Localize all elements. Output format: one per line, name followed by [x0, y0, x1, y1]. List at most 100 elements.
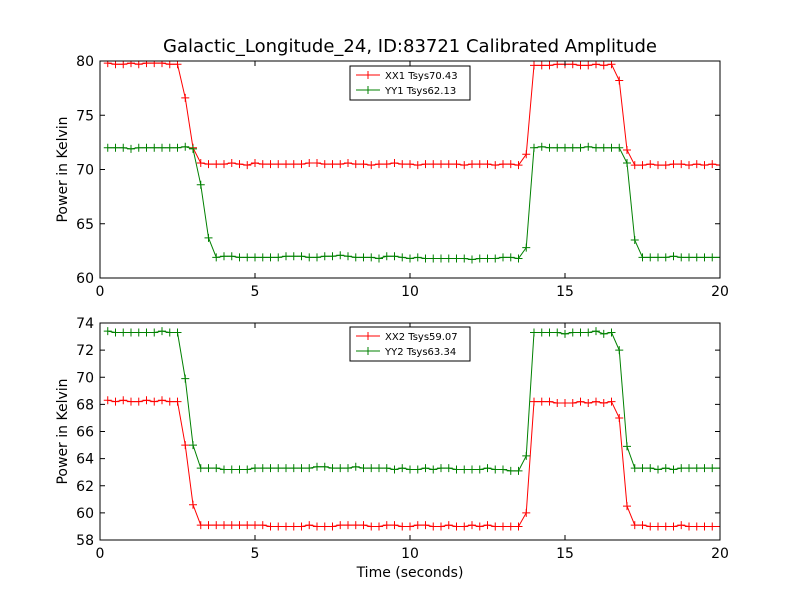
series-point [204, 233, 213, 242]
series-point [158, 327, 166, 336]
series-point [576, 397, 585, 406]
series-point [615, 413, 624, 422]
x-tick-label: 15 [556, 546, 574, 562]
series-point [421, 254, 430, 263]
x-tick-label: 20 [711, 546, 729, 562]
series-point [189, 500, 197, 509]
legend-swatch-marker [364, 86, 372, 94]
chart-title: Galactic_Longitude_24, ID:83721 Calibrat… [163, 36, 657, 57]
series-point [661, 161, 670, 170]
series-point [212, 521, 221, 530]
series-point [716, 161, 720, 170]
series-point [220, 465, 228, 474]
series-point [313, 158, 321, 167]
series-point [305, 253, 314, 262]
series-point [351, 462, 360, 471]
series-point [344, 158, 352, 167]
series-point [375, 464, 383, 473]
series-point [289, 522, 298, 531]
series-point [220, 521, 228, 530]
series-point [297, 252, 306, 261]
series-point [568, 143, 577, 152]
series-point [375, 254, 383, 263]
series-point [227, 158, 236, 167]
series-point [475, 522, 484, 531]
series-point [142, 61, 151, 68]
series-point [103, 396, 112, 405]
series-point [204, 160, 213, 169]
y-tick-label: 70 [76, 370, 94, 386]
series-point [103, 143, 112, 152]
series-point [305, 521, 314, 530]
series-point [359, 253, 368, 262]
series-point [158, 143, 166, 152]
series-point [398, 253, 407, 262]
x-tick-label: 20 [711, 284, 729, 300]
series-point [398, 464, 407, 473]
series-point [421, 160, 430, 169]
series-point [599, 143, 608, 152]
series-point [514, 161, 523, 170]
y-tick-label: 66 [76, 425, 94, 441]
series-point [328, 522, 337, 531]
series-point [452, 522, 461, 531]
series-point [320, 522, 329, 531]
series-point [444, 521, 453, 530]
series-point [328, 160, 337, 169]
series-point [646, 160, 655, 169]
series-point [359, 521, 368, 530]
series-point [289, 160, 298, 169]
series-point [522, 508, 531, 517]
series-point [716, 253, 720, 262]
x-tick-label: 0 [96, 284, 105, 300]
series-point [173, 143, 182, 152]
series-point [623, 502, 631, 511]
series-point [406, 522, 414, 531]
series-point [599, 61, 608, 70]
series-point [460, 465, 469, 474]
legend-box [349, 65, 471, 101]
series-point [344, 464, 352, 473]
series-point [708, 522, 717, 531]
series-point [568, 399, 577, 408]
series-point [468, 521, 476, 530]
series-point [592, 143, 600, 152]
series-point [437, 522, 445, 531]
series-point [444, 464, 453, 473]
series-point [452, 465, 461, 474]
series-point [522, 243, 531, 252]
series-point [537, 142, 546, 151]
series-point [181, 142, 190, 151]
series-point [165, 328, 174, 337]
series-point [351, 521, 360, 530]
series-point [638, 161, 647, 170]
y-axis-label: Power in Kelvin [55, 116, 71, 222]
series-point [367, 464, 376, 473]
series-point [499, 160, 507, 169]
series-point [367, 161, 376, 170]
series-point [475, 160, 484, 169]
series-point [592, 397, 600, 406]
series-point [150, 61, 159, 68]
series-point [119, 61, 128, 69]
series-point [266, 464, 275, 473]
series-point [336, 160, 345, 169]
series-point [297, 160, 306, 169]
y-tick-label: 68 [76, 397, 94, 413]
series-point [646, 464, 655, 473]
series-point [460, 161, 469, 170]
series-point [119, 143, 128, 152]
series-point [506, 522, 515, 531]
series-point [134, 328, 143, 337]
series-point [537, 328, 546, 337]
series-point [227, 465, 236, 474]
series-point [468, 465, 476, 474]
series-point [491, 254, 500, 263]
series-point [196, 180, 205, 189]
legend-swatch-marker [364, 332, 372, 340]
series-point [196, 521, 205, 530]
series-point [258, 521, 267, 530]
series-point [390, 252, 399, 261]
series-point [584, 61, 593, 70]
